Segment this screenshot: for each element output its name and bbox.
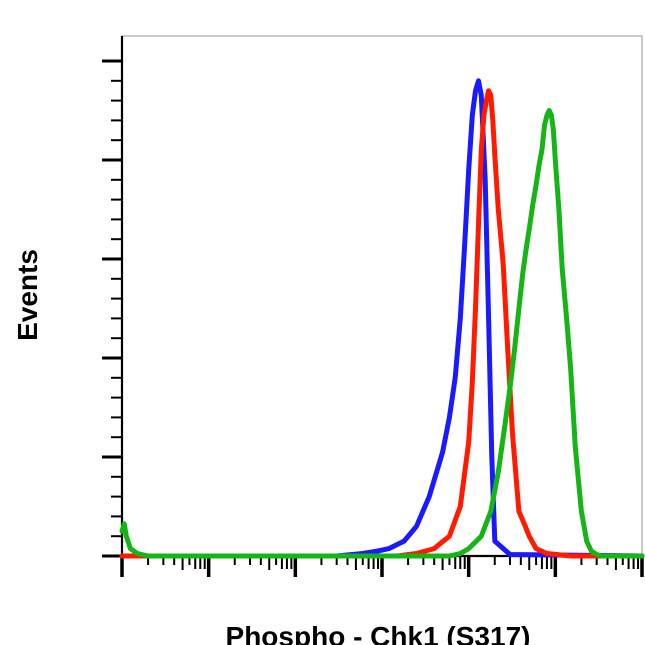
histogram-line-3 bbox=[119, 108, 645, 559]
x-axis-ticks bbox=[120, 556, 644, 577]
x-axis-label: Phospho - Chk1 (S317) bbox=[226, 621, 531, 645]
histogram-series bbox=[119, 78, 645, 559]
histogram-line-2 bbox=[119, 88, 645, 559]
y-axis-label: Events bbox=[12, 249, 43, 341]
histogram-line-1 bbox=[119, 78, 645, 559]
y-axis-ticks bbox=[102, 59, 122, 558]
